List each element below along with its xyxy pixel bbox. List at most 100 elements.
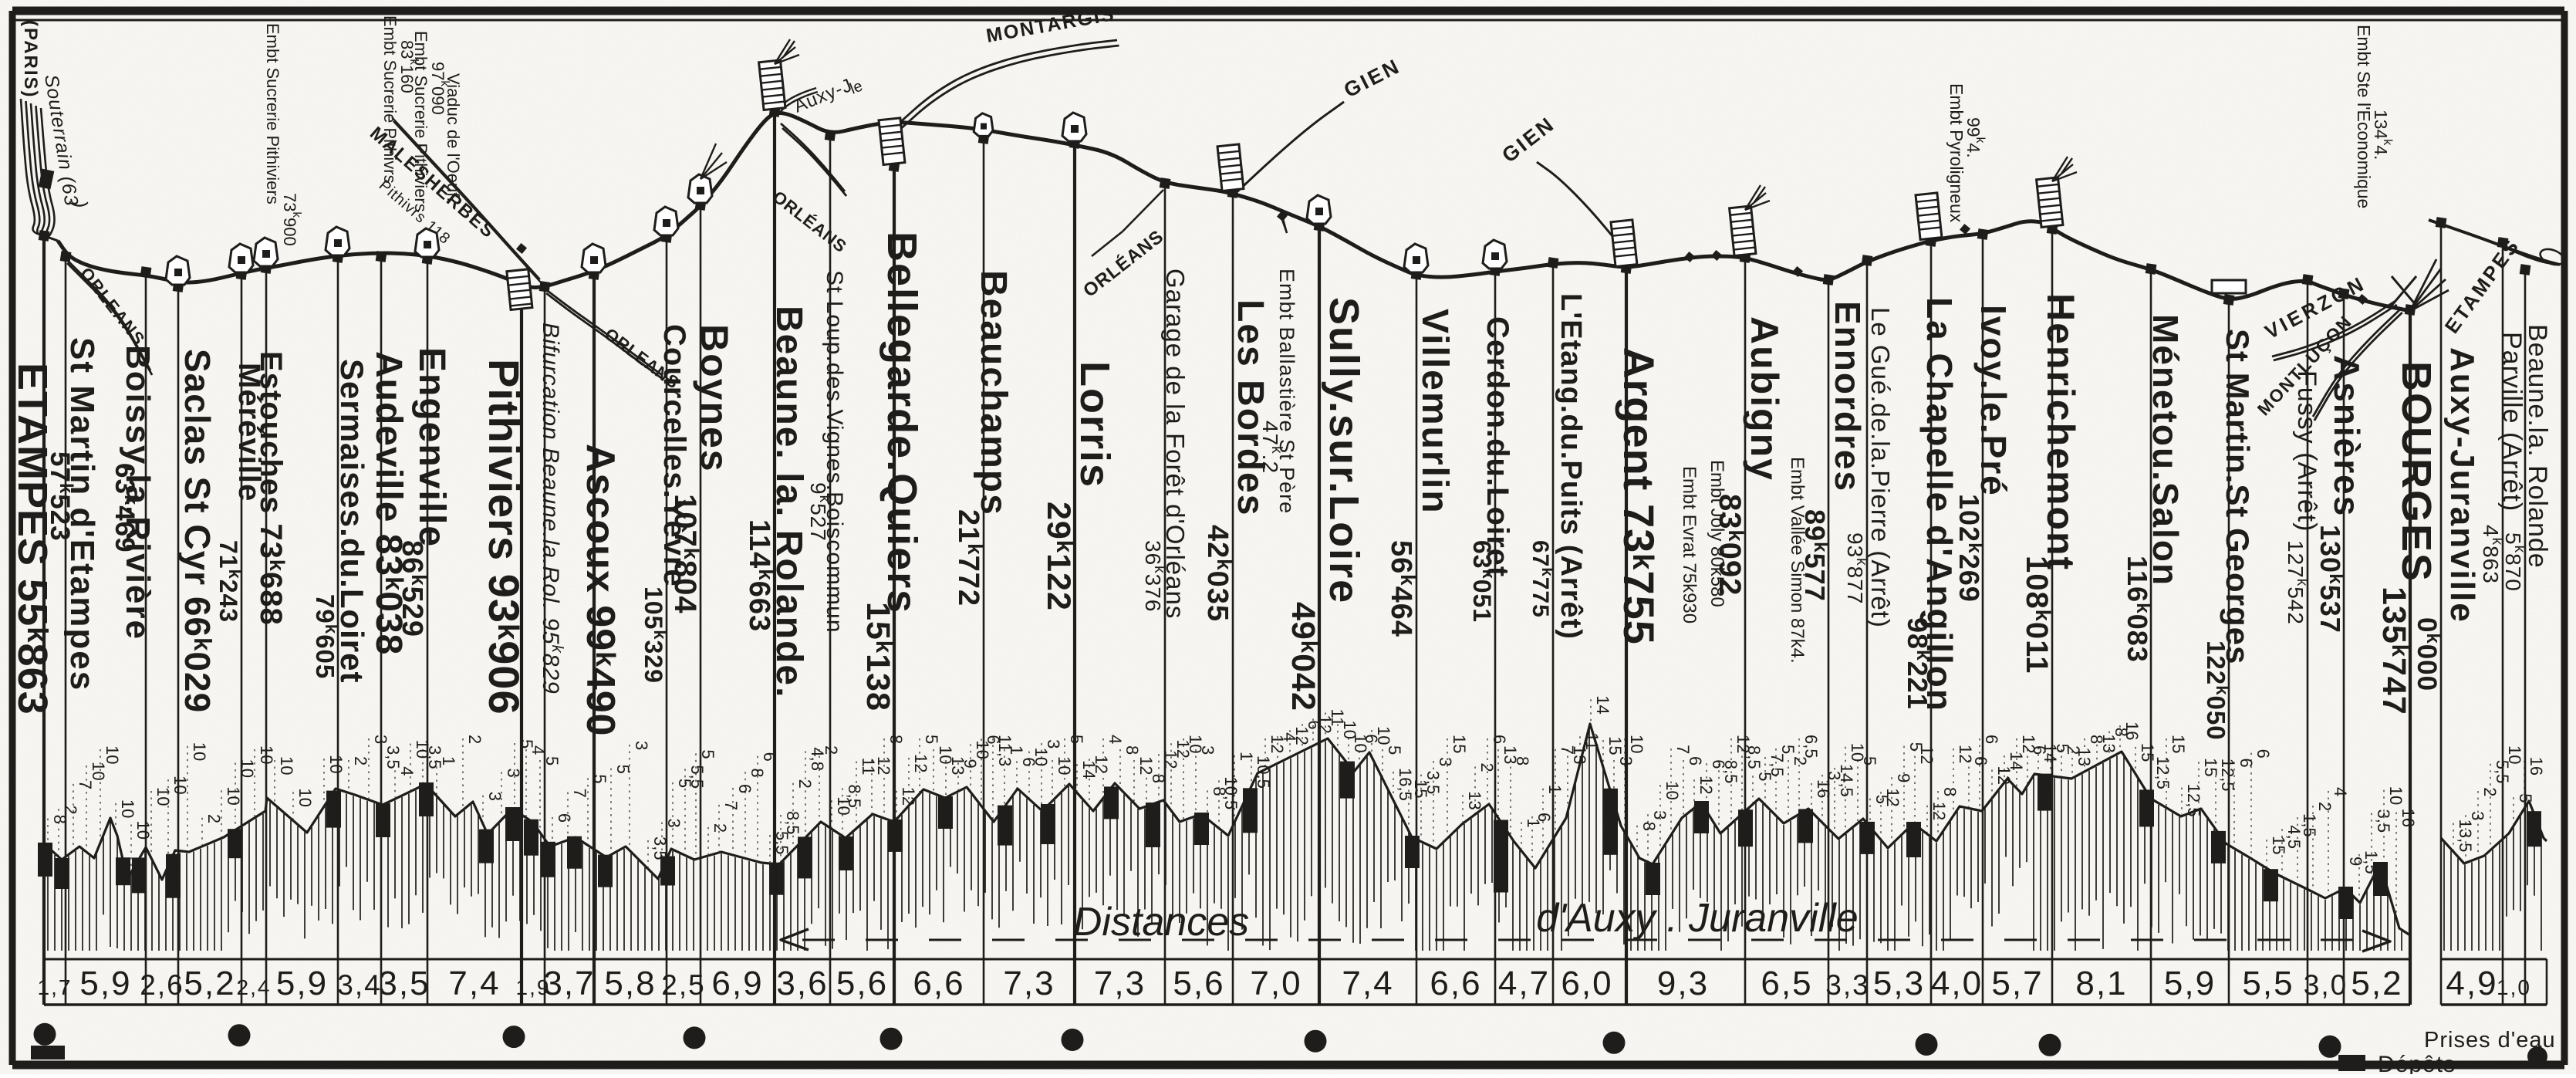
svg-text:29k122: 29k122 xyxy=(1040,502,1077,611)
svg-text:3,3: 3,3 xyxy=(1825,969,1869,1001)
svg-text:4: 4 xyxy=(397,766,417,776)
svg-text:5,9: 5,9 xyxy=(79,965,131,1002)
svg-text:11: 11 xyxy=(1582,732,1602,750)
svg-text:10: 10 xyxy=(2386,786,2406,805)
svg-text:7,5: 7,5 xyxy=(1767,753,1787,777)
svg-text:4: 4 xyxy=(528,745,548,755)
svg-text:ETAMPES 55k863: ETAMPES 55k863 xyxy=(9,363,56,715)
svg-text:6: 6 xyxy=(1490,735,1509,744)
svg-text:12: 12 xyxy=(1929,802,1949,820)
svg-text:79k605: 79k605 xyxy=(311,594,341,679)
svg-text:Les Bordes: Les Bordes xyxy=(1230,299,1271,516)
svg-text:13: 13 xyxy=(948,756,967,775)
svg-text:Embt Joly 80k580: Embt Joly 80k580 xyxy=(1707,460,1727,607)
svg-text:Beaune. la. Rolande.: Beaune. la. Rolande. xyxy=(768,306,809,698)
svg-text:7: 7 xyxy=(1673,745,1693,754)
svg-text:12: 12 xyxy=(1956,745,1975,763)
svg-text:14,5: 14,5 xyxy=(1837,764,1856,797)
svg-text:3,5: 3,5 xyxy=(2374,809,2393,833)
svg-text:Boissy.la.Rivière: Boissy.la.Rivière xyxy=(119,345,157,640)
svg-text:Boynes: Boynes xyxy=(693,324,736,473)
svg-text:6,5: 6,5 xyxy=(1761,965,1812,1002)
svg-text:7,0: 7,0 xyxy=(1250,965,1302,1002)
svg-text:6: 6 xyxy=(555,813,574,823)
svg-text:8: 8 xyxy=(1639,822,1659,831)
svg-text:3: 3 xyxy=(632,741,651,750)
svg-text:Villemurlin: Villemurlin xyxy=(1414,309,1455,515)
svg-text:12: 12 xyxy=(1136,756,1156,775)
svg-text:3: 3 xyxy=(1650,810,1670,819)
svg-text:6: 6 xyxy=(1971,756,1990,765)
svg-text:13: 13 xyxy=(2099,734,2119,752)
svg-text:13: 13 xyxy=(1570,745,1589,764)
svg-text:10,5: 10,5 xyxy=(1221,776,1241,809)
svg-text:10: 10 xyxy=(170,776,190,794)
svg-text:Ménetou.Salon: Ménetou.Salon xyxy=(2146,314,2186,586)
svg-text:3: 3 xyxy=(485,792,505,801)
svg-text:10,5: 10,5 xyxy=(1254,755,1273,789)
svg-text:12,5: 12,5 xyxy=(2184,784,2203,817)
svg-text:BOURGES: BOURGES xyxy=(2393,361,2439,583)
svg-text:127k542: 127k542 xyxy=(2284,540,2310,625)
svg-text:2: 2 xyxy=(822,745,841,755)
svg-text:Distances: Distances xyxy=(1073,900,1249,945)
svg-text:10: 10 xyxy=(118,799,137,818)
svg-text:10: 10 xyxy=(413,740,432,759)
svg-text:2: 2 xyxy=(351,756,370,765)
svg-text:5: 5 xyxy=(2053,744,2072,753)
svg-text:3,4: 3,4 xyxy=(337,969,381,1001)
svg-text:63k051: 63k051 xyxy=(1468,540,1498,623)
svg-text:9: 9 xyxy=(1894,773,1913,782)
svg-text:Le Gué.de.la.Pierre (Arrêt): Le Gué.de.la.Pierre (Arrêt) xyxy=(1866,307,1895,628)
svg-text:12: 12 xyxy=(1173,739,1193,758)
svg-text:5,6: 5,6 xyxy=(1173,965,1224,1002)
svg-text:1: 1 xyxy=(439,756,458,765)
svg-text:9,3: 9,3 xyxy=(1657,965,1709,1002)
svg-text:15: 15 xyxy=(2169,735,2188,753)
svg-text:10: 10 xyxy=(326,755,346,773)
svg-text:83k092: 83k092 xyxy=(1713,494,1748,596)
svg-text:2: 2 xyxy=(1791,756,1810,765)
svg-text:6: 6 xyxy=(1686,756,1705,765)
svg-text:6: 6 xyxy=(2254,749,2273,759)
svg-text:12: 12 xyxy=(911,754,930,772)
svg-text:2: 2 xyxy=(711,823,730,833)
svg-text:6: 6 xyxy=(2237,759,2256,768)
svg-text:1,0: 1,0 xyxy=(2497,975,2531,999)
svg-text:9k527: 9k527 xyxy=(806,482,832,542)
svg-text:107k804: 107k804 xyxy=(668,494,704,614)
svg-text:15k138: 15k138 xyxy=(859,602,896,711)
svg-text:5,7: 5,7 xyxy=(1991,965,2043,1002)
svg-text:10: 10 xyxy=(103,745,122,764)
svg-text:2,4: 2,4 xyxy=(237,975,272,999)
svg-text:114k663: 114k663 xyxy=(743,519,776,632)
svg-text:12: 12 xyxy=(1734,735,1753,753)
svg-text:7: 7 xyxy=(570,789,589,798)
svg-text:97k090: 97k090 xyxy=(428,62,451,115)
svg-text:8: 8 xyxy=(2112,728,2131,737)
svg-text:15: 15 xyxy=(2138,743,2157,762)
svg-text:5: 5 xyxy=(1067,735,1086,744)
svg-text:21k772: 21k772 xyxy=(952,509,985,607)
svg-text:10: 10 xyxy=(277,756,296,775)
svg-text:122k050: 122k050 xyxy=(2202,640,2232,741)
svg-text:3,6: 3,6 xyxy=(776,965,828,1002)
svg-text:12: 12 xyxy=(1917,745,1936,764)
svg-text:le: le xyxy=(848,77,866,97)
svg-text:Embt Sucrerie Pithiviers: Embt Sucrerie Pithiviers xyxy=(263,23,282,204)
svg-text:7,3: 7,3 xyxy=(1094,965,1146,1002)
svg-text:Dépôts: Dépôts xyxy=(2378,1052,2456,1074)
svg-text:Estouches 73k688: Estouches 73k688 xyxy=(254,351,289,626)
svg-text:1,7: 1,7 xyxy=(38,975,73,999)
svg-text:73k900: 73k900 xyxy=(280,193,303,246)
svg-text:10: 10 xyxy=(1663,781,1682,799)
svg-text:5,3: 5,3 xyxy=(1873,965,1925,1002)
svg-text:13: 13 xyxy=(2075,747,2094,765)
svg-text:15: 15 xyxy=(1450,735,1469,753)
svg-text:56k464: 56k464 xyxy=(1385,540,1418,637)
svg-text:3,0: 3,0 xyxy=(2304,969,2348,1001)
svg-text:57k523: 57k523 xyxy=(45,451,76,542)
svg-text:Engenville: Engenville xyxy=(411,347,452,548)
svg-text:5: 5 xyxy=(1755,772,1774,781)
svg-text:Ivoy.le.Pré: Ivoy.le.Pré xyxy=(1973,305,2014,497)
